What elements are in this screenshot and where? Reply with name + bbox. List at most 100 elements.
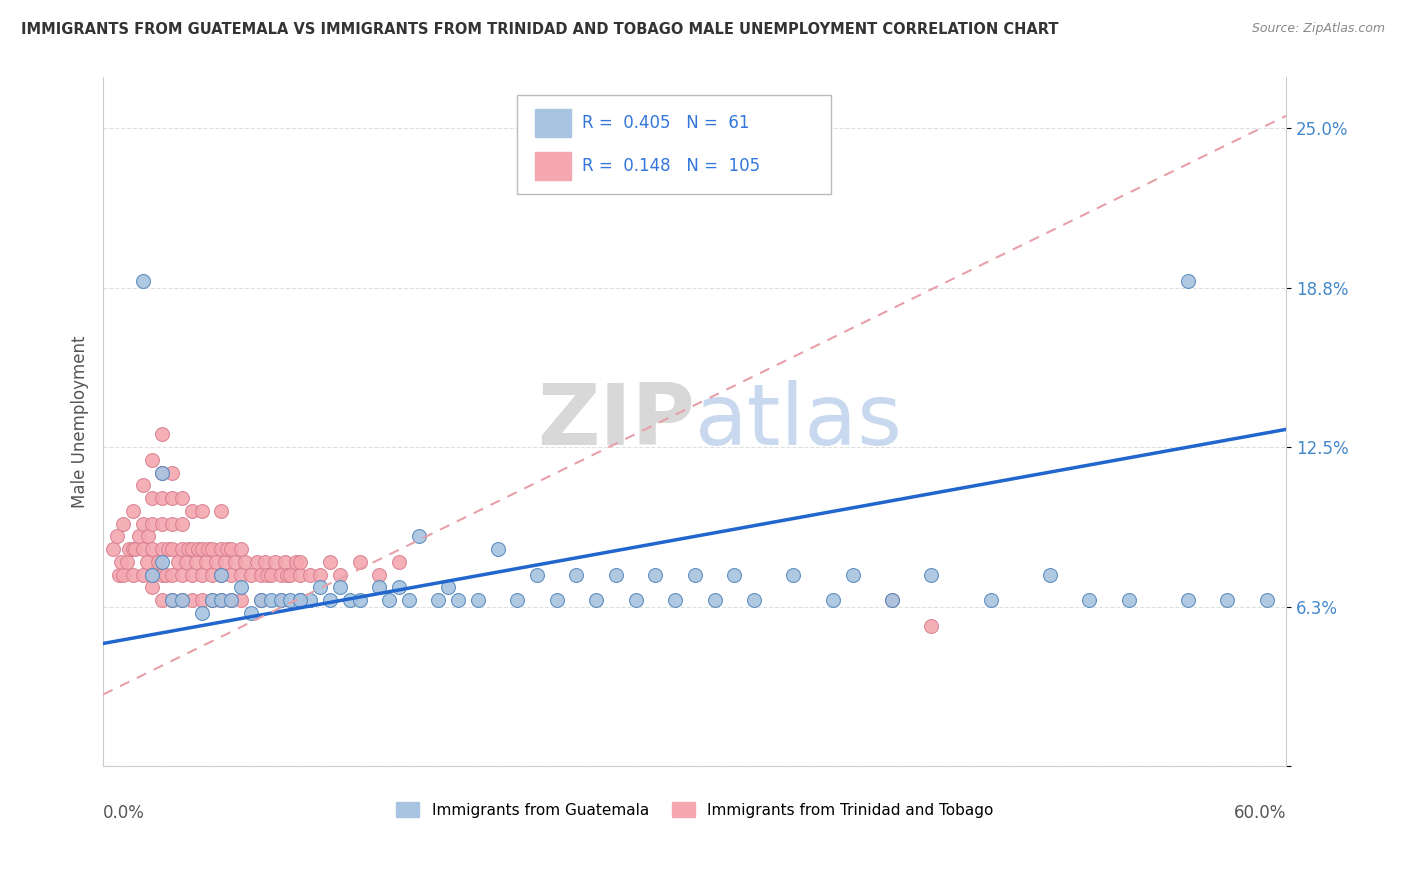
Point [211,593,233,607]
Point [150,567,173,582]
Point [141,453,163,467]
Point [276,567,298,582]
Point [131,567,153,582]
Point [138,529,160,543]
Point [200,593,222,607]
Point [309,567,332,582]
Point [486,542,509,557]
Point [250,593,273,607]
Point [240,567,263,582]
Point [131,542,153,557]
Point [160,593,183,607]
Point [190,593,212,607]
Point [155,567,177,582]
Point [211,542,233,557]
Point [644,567,666,582]
Point [221,593,243,607]
Point [141,567,163,582]
Point [160,567,183,582]
Point [110,555,132,569]
Point [170,567,193,582]
Point [184,555,207,569]
Point [299,567,322,582]
Point [150,466,173,480]
Point [270,567,292,582]
Point [546,593,568,607]
Point [200,593,222,607]
Point [742,593,765,607]
Point [221,542,243,557]
Point [1216,593,1239,607]
Point [187,542,209,557]
Point [427,593,450,607]
Y-axis label: Male Unemployment: Male Unemployment [72,335,89,508]
Point [233,555,256,569]
Point [253,555,276,569]
Point [150,516,173,531]
Point [290,593,312,607]
Point [150,593,173,607]
Point [101,542,124,557]
Point [339,593,361,607]
Point [200,542,222,557]
Point [1039,567,1062,582]
Point [270,593,292,607]
Point [1256,593,1278,607]
Point [585,593,607,607]
Point [683,567,706,582]
Point [1177,593,1199,607]
Point [565,567,588,582]
Point [605,567,627,582]
Text: R =  0.148   N =  105: R = 0.148 N = 105 [582,157,761,175]
Text: 60.0%: 60.0% [1234,804,1286,822]
Point [170,593,193,607]
Point [980,593,1002,607]
Text: atlas: atlas [695,380,903,463]
Point [231,542,253,557]
Text: Source: ZipAtlas.com: Source: ZipAtlas.com [1251,22,1385,36]
Point [150,491,173,505]
Point [290,567,312,582]
Point [378,593,401,607]
Point [148,555,170,569]
Point [118,542,141,557]
Point [160,491,183,505]
Point [280,567,302,582]
Point [121,504,143,518]
Point [211,567,233,582]
Point [240,606,263,620]
Point [141,516,163,531]
Point [329,581,352,595]
Point [170,491,193,505]
Point [211,567,233,582]
Point [260,593,283,607]
Point [150,466,173,480]
Point [160,593,183,607]
Point [920,567,942,582]
Point [190,542,212,557]
Point [180,593,202,607]
Point [260,567,283,582]
Point [388,555,411,569]
Point [299,593,322,607]
Point [1118,593,1140,607]
Point [211,593,233,607]
Point [319,555,342,569]
Point [160,466,183,480]
Point [214,555,236,569]
Point [398,593,420,607]
Point [290,593,312,607]
Point [170,542,193,557]
Point [141,542,163,557]
Point [150,427,173,442]
Point [231,593,253,607]
Point [141,567,163,582]
Point [111,516,134,531]
Point [135,555,157,569]
Legend: Immigrants from Guatemala, Immigrants from Trinidad and Tobago: Immigrants from Guatemala, Immigrants fr… [391,796,1000,823]
Point [526,567,548,582]
Point [121,542,143,557]
Point [150,555,173,569]
Point [920,618,942,632]
Point [841,567,863,582]
